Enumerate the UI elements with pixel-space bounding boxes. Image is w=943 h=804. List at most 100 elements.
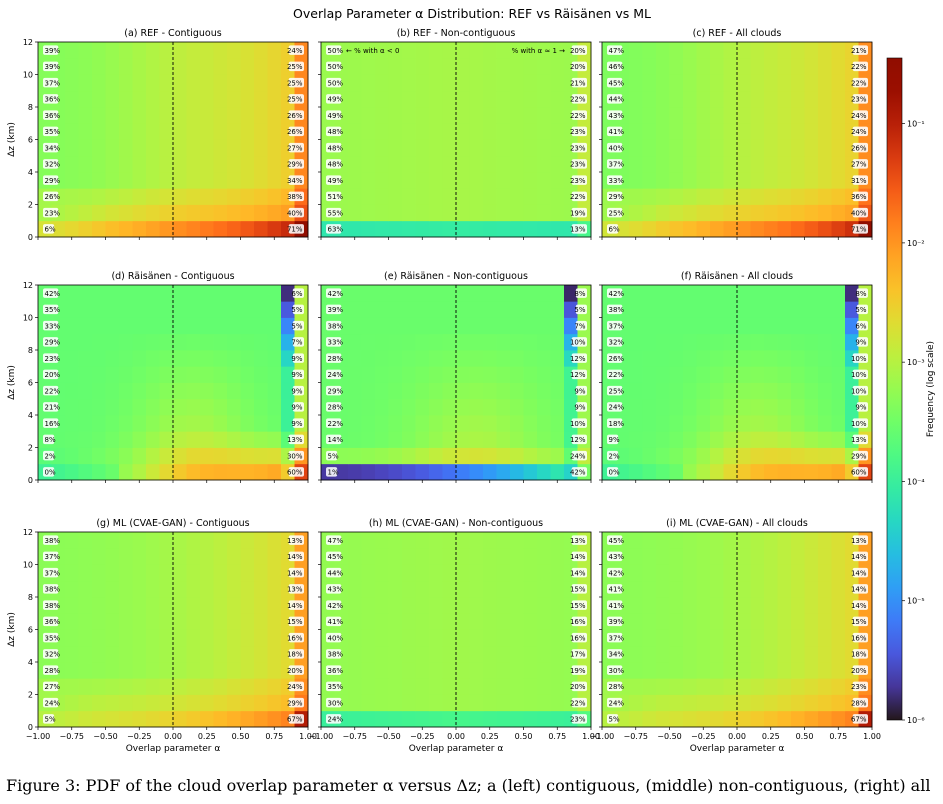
heatmap-cell [200, 123, 214, 140]
pct-badge-bg [571, 369, 587, 380]
heatmap-cell [523, 74, 538, 92]
heatmap-cell [710, 431, 724, 448]
heatmap-cell [537, 204, 551, 222]
pct-badge-bg [607, 304, 623, 315]
heatmap-cell [415, 317, 430, 335]
heatmap-cell [267, 629, 282, 647]
pct-alpha-eq-1-label: 27% [287, 144, 303, 152]
heatmap-cell [523, 415, 538, 432]
pct-alpha-eq-1-label: 10% [570, 339, 586, 347]
x-tick-label: −0.75 [59, 732, 84, 741]
heatmap-cell [456, 42, 470, 59]
heatmap-cell [173, 107, 187, 124]
pct-badge-bg [288, 450, 304, 461]
heatmap-cell [469, 317, 484, 335]
heatmap-cell [737, 107, 751, 124]
heatmap-cell [456, 204, 470, 222]
pct-badge-bg [607, 551, 623, 562]
pct-alpha-lt-0-label: 25% [609, 209, 625, 217]
heatmap-cell [173, 564, 187, 582]
pct-alpha-lt-0-label: 55% [328, 209, 344, 217]
heatmap-cell [105, 90, 120, 108]
heatmap-cell [483, 123, 497, 140]
heatmap-cell [388, 694, 403, 712]
pct-alpha-eq-1-label: 9% [291, 355, 302, 363]
heatmap-cell [804, 564, 819, 582]
heatmap-cell [227, 662, 241, 679]
pct-alpha-lt-0-label: 28% [328, 404, 344, 412]
heatmap-cell [710, 350, 724, 367]
heatmap-cell [200, 107, 214, 124]
heatmap-cell [388, 204, 403, 222]
heatmap-cell [642, 139, 657, 157]
heatmap-cell [642, 415, 657, 432]
heatmap-cell [442, 382, 457, 400]
pct-badge-bg [571, 600, 587, 610]
pct-badge-bg [326, 616, 342, 627]
heatmap-cell [361, 532, 376, 549]
heatmap-cell [348, 317, 362, 335]
heatmap-cell [415, 564, 430, 582]
heatmap-cell [550, 155, 565, 173]
heatmap-cell [429, 382, 443, 400]
heatmap-cell [483, 155, 497, 173]
pct-alpha-eq-1-label: 14% [287, 553, 303, 561]
heatmap-cell [65, 645, 79, 663]
heatmap-cell [656, 694, 670, 712]
pct-badge-bg [326, 45, 342, 55]
pct-badge-bg [43, 94, 59, 104]
heatmap-cell [469, 447, 484, 465]
pct-alpha-lt-0-label: 24% [609, 699, 625, 707]
heatmap-cell [240, 532, 255, 549]
pct-alpha-eq-1-label: 13% [570, 537, 586, 545]
pct-badge-bg [852, 159, 868, 169]
heatmap-cell [200, 317, 214, 335]
pct-badge-bg [43, 385, 59, 396]
heatmap-cell [254, 350, 268, 367]
heatmap-cell [254, 431, 268, 448]
heatmap-cell [105, 58, 120, 75]
heatmap-cell [750, 398, 765, 416]
heatmap-cell [186, 580, 201, 598]
y-tick-label: 12 [23, 528, 33, 537]
y-tick-label: 6 [28, 136, 33, 145]
heatmap-cell [429, 662, 443, 679]
heatmap-cell [537, 564, 551, 582]
heatmap-cell [146, 123, 160, 140]
heatmap-cell [254, 580, 268, 598]
heatmap-cell [240, 172, 255, 189]
pct-badge-bg [43, 207, 59, 218]
heatmap-cell [845, 285, 859, 302]
heatmap-cell [186, 415, 201, 432]
heatmap-cell [737, 613, 751, 630]
heatmap-cell [737, 172, 751, 189]
heatmap-cell [186, 107, 201, 124]
heatmap-cell [200, 710, 214, 728]
heatmap-cell [723, 564, 738, 582]
heatmap-cell [254, 548, 268, 565]
pct-badge-bg [571, 142, 587, 153]
heatmap-cell [764, 415, 778, 432]
heatmap-cell [200, 532, 214, 549]
heatmap-cell [213, 74, 228, 92]
heatmap-cell [92, 139, 106, 157]
heatmap-cell [227, 431, 241, 448]
heatmap-cell [105, 548, 120, 565]
heatmap-cell [764, 107, 778, 124]
pct-alpha-eq-1-label: 36% [851, 193, 867, 201]
x-tick-label: −1.00 [26, 732, 51, 741]
y-tick-label: 4 [28, 411, 33, 420]
heatmap-cell [375, 463, 389, 481]
heatmap-cell [415, 220, 430, 238]
heatmap-cell [159, 382, 174, 400]
heatmap-cell [456, 382, 470, 400]
heatmap-cell [496, 382, 511, 400]
heatmap-cell [213, 548, 228, 565]
heatmap-cell [456, 580, 470, 598]
heatmap-cell [537, 172, 551, 189]
heatmap-cell [669, 629, 684, 647]
pct-badge-bg [852, 665, 868, 675]
